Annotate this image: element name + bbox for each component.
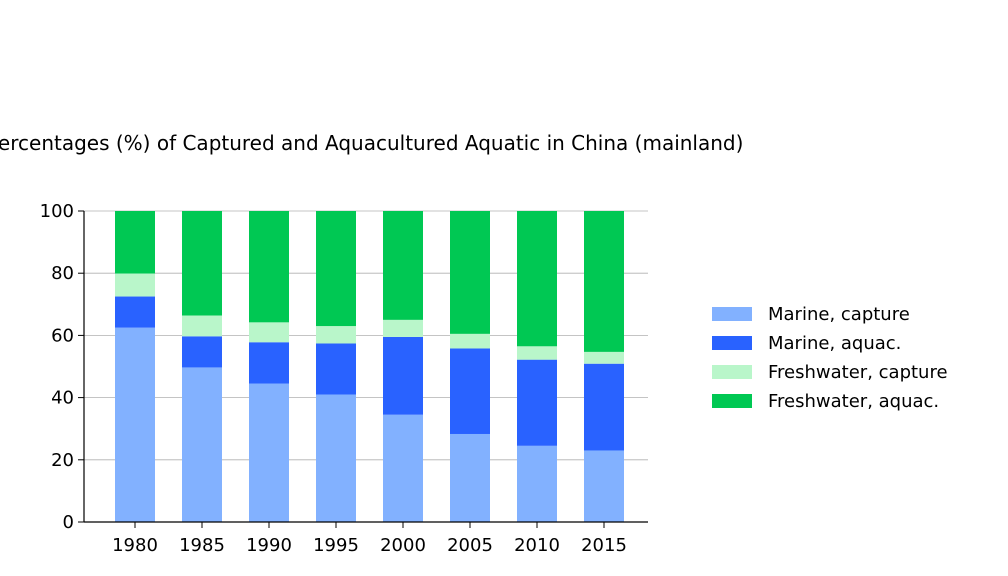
y-tick-label: 80 — [51, 263, 74, 284]
x-tick-label: 2005 — [447, 535, 493, 556]
bar-segment — [383, 414, 423, 522]
y-tick-label: 0 — [63, 512, 74, 533]
legend-label: Marine, capture — [768, 304, 910, 325]
bar-segment — [249, 211, 289, 323]
legend: Marine, capture Marine, aquac. Freshwater,… — [712, 304, 948, 412]
bar-segment — [182, 367, 222, 522]
legend-label: Freshwater, aquac. — [768, 391, 939, 412]
x-tick-label: 2010 — [514, 535, 560, 556]
chart-title: Percentages (%) of Captured and Aquacult… — [0, 131, 743, 155]
bar-segment — [584, 363, 624, 451]
bar-segment — [249, 322, 289, 343]
bar-segment — [115, 327, 155, 522]
legend-label: Marine, aquac. — [768, 333, 901, 354]
grid-lines — [84, 210, 648, 461]
bar-segment — [450, 211, 490, 334]
bar-segment — [383, 336, 423, 415]
bar-segment — [450, 348, 490, 434]
bar-segment — [450, 333, 490, 349]
x-tick-label: 1980 — [112, 535, 158, 556]
bar-segment — [517, 359, 557, 446]
x-tick-label: 2015 — [581, 535, 627, 556]
bar-segment — [517, 346, 557, 360]
bar-segment — [584, 351, 624, 364]
x-tick-label: 1995 — [313, 535, 359, 556]
legend-swatch — [712, 365, 752, 379]
bar-segment — [249, 383, 289, 522]
bar-segment — [316, 343, 356, 395]
bar-segment — [450, 433, 490, 522]
bar-segment — [115, 211, 155, 274]
bar-segment — [249, 342, 289, 384]
bars — [115, 211, 624, 522]
axes: 0 20 40 60 80 100 1980 1985 1990 1995 2000 2005 2010… — [40, 201, 648, 556]
x-tick-label: 1985 — [179, 535, 225, 556]
bar-segment — [517, 445, 557, 522]
bar-segment — [115, 296, 155, 328]
y-tick-label: 20 — [51, 450, 74, 471]
bar-segment — [182, 336, 222, 368]
x-tick-label: 1990 — [246, 535, 292, 556]
bar-segment — [115, 273, 155, 297]
legend-swatch — [712, 394, 752, 408]
bar-segment — [383, 211, 423, 320]
bar-segment — [182, 315, 222, 337]
legend-label: Freshwater, capture — [768, 362, 948, 383]
y-tick-label: 60 — [51, 325, 74, 346]
bar-segment — [517, 211, 557, 347]
bar-segment — [316, 211, 356, 327]
bar-segment — [584, 450, 624, 522]
y-tick-label: 40 — [51, 388, 74, 409]
bar-segment — [316, 394, 356, 522]
y-tick-label: 100 — [40, 201, 74, 222]
bar-segment — [182, 211, 222, 316]
x-tick-label: 2000 — [380, 535, 426, 556]
bar-segment — [584, 211, 624, 352]
legend-swatch — [712, 307, 752, 321]
bar-segment — [316, 326, 356, 344]
legend-swatch — [712, 336, 752, 350]
bar-segment — [383, 319, 423, 337]
